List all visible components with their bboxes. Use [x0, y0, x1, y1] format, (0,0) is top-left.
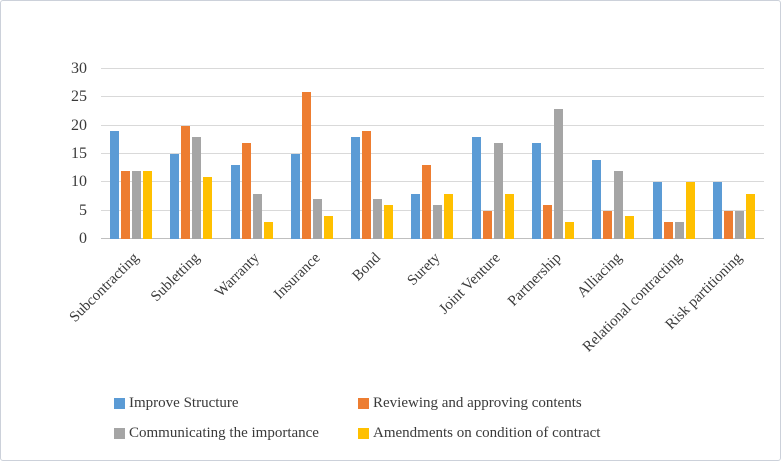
bar [603, 210, 613, 239]
bar [241, 142, 251, 239]
x-category-label: Subletting [147, 250, 203, 305]
bar-group [282, 69, 342, 239]
y-tick-label: 0 [79, 230, 87, 247]
bar-group [643, 69, 703, 239]
x-category-label: Alliacing [573, 250, 625, 301]
y-tick-label: 30 [71, 60, 87, 77]
bar [712, 182, 722, 239]
bar [564, 222, 574, 239]
bar [592, 159, 602, 239]
bar [143, 171, 153, 239]
bar [625, 216, 635, 239]
bar [132, 171, 142, 239]
bar [422, 165, 432, 239]
bar [685, 182, 695, 239]
bar [230, 165, 240, 239]
bar-group [101, 69, 161, 239]
bar [531, 142, 541, 239]
bar [181, 125, 191, 239]
bar-group [342, 69, 402, 239]
bar-group [222, 69, 282, 239]
legend-label: Reviewing and approving contents [373, 395, 582, 411]
x-category-label: Relational contracting [579, 250, 685, 356]
y-tick-label: 5 [79, 201, 87, 219]
bar [290, 154, 300, 239]
legend: Improve Structure Reviewing and approving… [114, 395, 600, 442]
bar [433, 205, 443, 239]
x-category-label: Subcontracting [66, 250, 143, 326]
bar [373, 199, 383, 239]
bar [192, 137, 202, 239]
x-category-label: Warranty [212, 250, 264, 301]
legend-item: Communicating the importance [114, 425, 358, 442]
legend-color-swatch-icon [114, 398, 125, 409]
y-tick-label: 25 [71, 88, 87, 106]
bar [362, 131, 372, 239]
bar [312, 199, 322, 239]
bar [493, 142, 503, 239]
bar [263, 222, 273, 239]
bar-group [463, 69, 523, 239]
bar [203, 176, 213, 239]
bar [614, 171, 624, 239]
legend-color-swatch-icon [358, 428, 369, 439]
bar [745, 193, 755, 239]
plot-area [101, 68, 764, 239]
y-tick-label: 10 [71, 173, 87, 191]
bar [384, 205, 394, 239]
x-category-label: Joint Venture [436, 250, 505, 318]
bar [110, 131, 120, 239]
legend-item: Amendments on condition of contract [358, 425, 600, 442]
bar [301, 91, 311, 239]
bar [542, 205, 552, 239]
bar-group [161, 69, 221, 239]
bar [674, 222, 684, 239]
bar [482, 210, 492, 239]
bar-group [583, 69, 643, 239]
legend-item: Reviewing and approving contents [358, 395, 600, 412]
bar [323, 216, 333, 239]
legend-color-swatch-icon [358, 398, 369, 409]
bar [170, 154, 180, 239]
bar [652, 182, 662, 239]
bar [252, 193, 262, 239]
x-category-label: Partnership [504, 250, 565, 310]
bar [411, 193, 421, 239]
bar-group [402, 69, 462, 239]
x-category-label: Surety [404, 250, 444, 290]
y-tick-label: 15 [71, 145, 87, 162]
bar-groups [101, 69, 764, 239]
bar [121, 171, 131, 239]
bar-group [704, 69, 764, 239]
bar [471, 137, 481, 239]
legend-label: Communicating the importance [129, 425, 319, 441]
legend-color-swatch-icon [114, 428, 125, 439]
y-tick-label: 20 [71, 116, 87, 134]
bar [723, 210, 733, 239]
bar [504, 193, 514, 239]
bar [734, 210, 744, 239]
bar-group [523, 69, 583, 239]
bar [553, 108, 563, 239]
legend-item: Improve Structure [114, 395, 358, 412]
x-category-label: Insurance [270, 250, 324, 303]
bar [663, 222, 673, 239]
legend-label: Improve Structure [129, 395, 239, 411]
x-category-label: Bond [349, 250, 384, 285]
bar [444, 193, 454, 239]
legend-label: Amendments on condition of contract [373, 425, 601, 441]
bar [351, 137, 361, 239]
